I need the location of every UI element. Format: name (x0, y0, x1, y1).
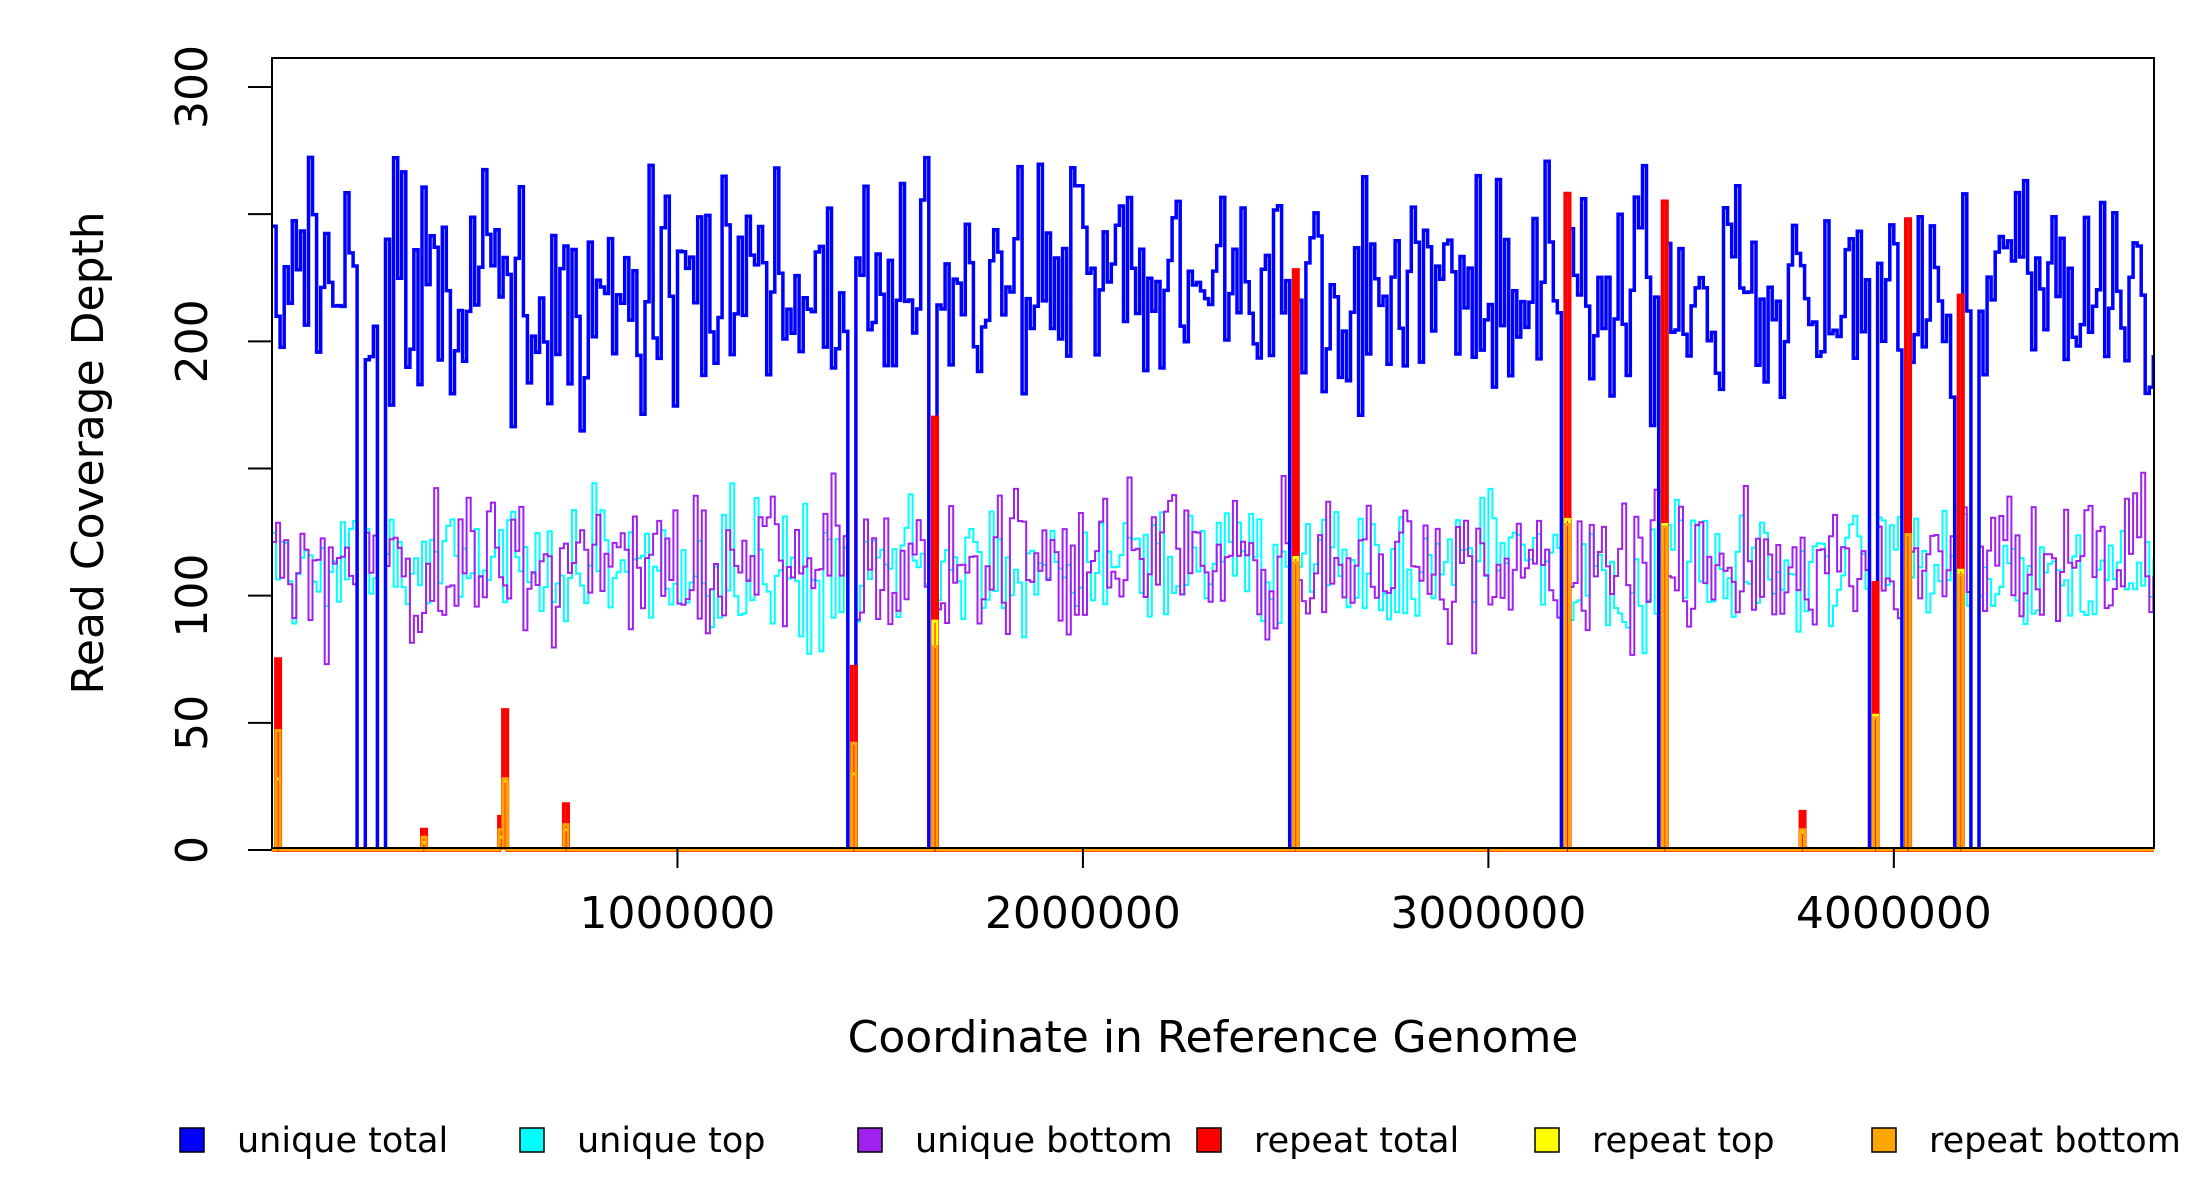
legend-swatch-4 (1534, 1127, 1560, 1153)
legend-swatch-2 (857, 1127, 883, 1153)
legend-swatch-1 (519, 1127, 545, 1153)
series-unique-bottom-line (272, 471, 2155, 851)
legend-label-0: unique total (237, 1121, 448, 1161)
y-tick-label-1: 50 (167, 695, 218, 751)
x-tick-label-2: 3000000 (1390, 888, 1586, 939)
y-tick-label-4: 200 (167, 299, 218, 383)
legend-label-3: repeat total (1254, 1121, 1459, 1161)
legend-label-1: unique top (577, 1121, 766, 1161)
legend-label-2: unique bottom (915, 1121, 1173, 1161)
x-tick-label-0: 1000000 (579, 888, 775, 939)
plot-area (272, 155, 2156, 852)
legend-swatch-5 (1871, 1127, 1897, 1153)
y-axis-label: Read Coverage Depth (63, 211, 114, 694)
series-unique-total-line (272, 155, 2156, 852)
legend-label-5: repeat bottom (1929, 1121, 2181, 1161)
legend-swatch-3 (1196, 1127, 1222, 1153)
y-tick-label-6: 300 (167, 45, 218, 129)
x-tick-label-1: 2000000 (985, 888, 1181, 939)
x-tick-label-3: 4000000 (1796, 888, 1992, 939)
axes: 1000000 2000000 3000000 4000000 0 50 100 200 300 (167, 45, 1992, 939)
legend-swatch-0 (179, 1127, 205, 1153)
legend: unique total unique top unique bottom repea… (179, 1121, 2181, 1161)
y-tick-label-2: 100 (167, 554, 218, 638)
legend-label-4: repeat top (1592, 1121, 1775, 1161)
plot-frame (271, 57, 2155, 849)
y-tick-label-0: 0 (167, 836, 218, 864)
x-axis-label: Coordinate in Reference Genome (848, 1012, 1579, 1063)
series-repeat-bottom-line (272, 523, 2154, 852)
